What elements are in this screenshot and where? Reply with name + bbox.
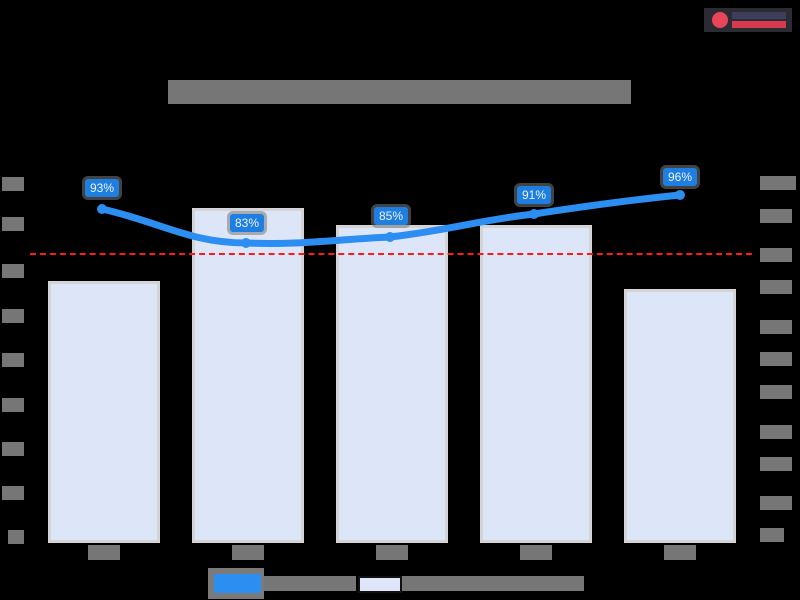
logo-text-bottom: [732, 21, 786, 28]
legend-bar-label[interactable]: [402, 576, 584, 591]
reference-line: [30, 253, 752, 255]
legend-line-swatch[interactable]: [214, 574, 261, 593]
x-axis-label: [520, 545, 552, 560]
right-axis-label: [760, 209, 792, 223]
right-axis-label: [760, 385, 792, 399]
right-axis-label: [760, 352, 792, 366]
legend-bar-swatch[interactable]: [358, 576, 402, 593]
data-label: 93%: [85, 179, 120, 197]
data-label: 91%: [517, 186, 552, 204]
logo-mark-icon: [712, 12, 728, 28]
bar-2: [192, 208, 304, 543]
chart-title: [168, 80, 631, 104]
data-label: 85%: [374, 207, 409, 225]
left-axis-label: [2, 264, 24, 278]
right-axis-label: [760, 176, 796, 190]
bar-3: [336, 225, 448, 543]
right-axis-label: [760, 457, 792, 471]
left-axis-label: [2, 486, 24, 500]
right-axis-label: [760, 425, 792, 439]
right-axis-label: [760, 248, 792, 262]
right-axis-label: [760, 320, 792, 334]
left-axis-label: [2, 177, 24, 191]
x-axis-label: [88, 545, 120, 560]
left-axis-label: [8, 530, 24, 544]
x-axis-label: [232, 545, 264, 560]
x-axis-label: [664, 545, 696, 560]
right-axis-label: [760, 528, 784, 542]
bar-4: [480, 225, 592, 543]
x-axis-label: [376, 545, 408, 560]
left-axis-label: [2, 309, 24, 323]
left-axis-label: [2, 217, 24, 231]
bar-5: [624, 289, 736, 543]
left-axis-label: [2, 353, 24, 367]
left-axis-label: [2, 398, 24, 412]
logo-text-top: [732, 12, 786, 19]
data-label: 83%: [230, 214, 265, 232]
legend-line-label[interactable]: [264, 576, 356, 591]
data-label: 96%: [663, 168, 698, 186]
bar-1: [48, 281, 160, 543]
right-axis-label: [760, 280, 792, 294]
right-axis-label: [760, 496, 792, 510]
left-axis-label: [2, 442, 24, 456]
